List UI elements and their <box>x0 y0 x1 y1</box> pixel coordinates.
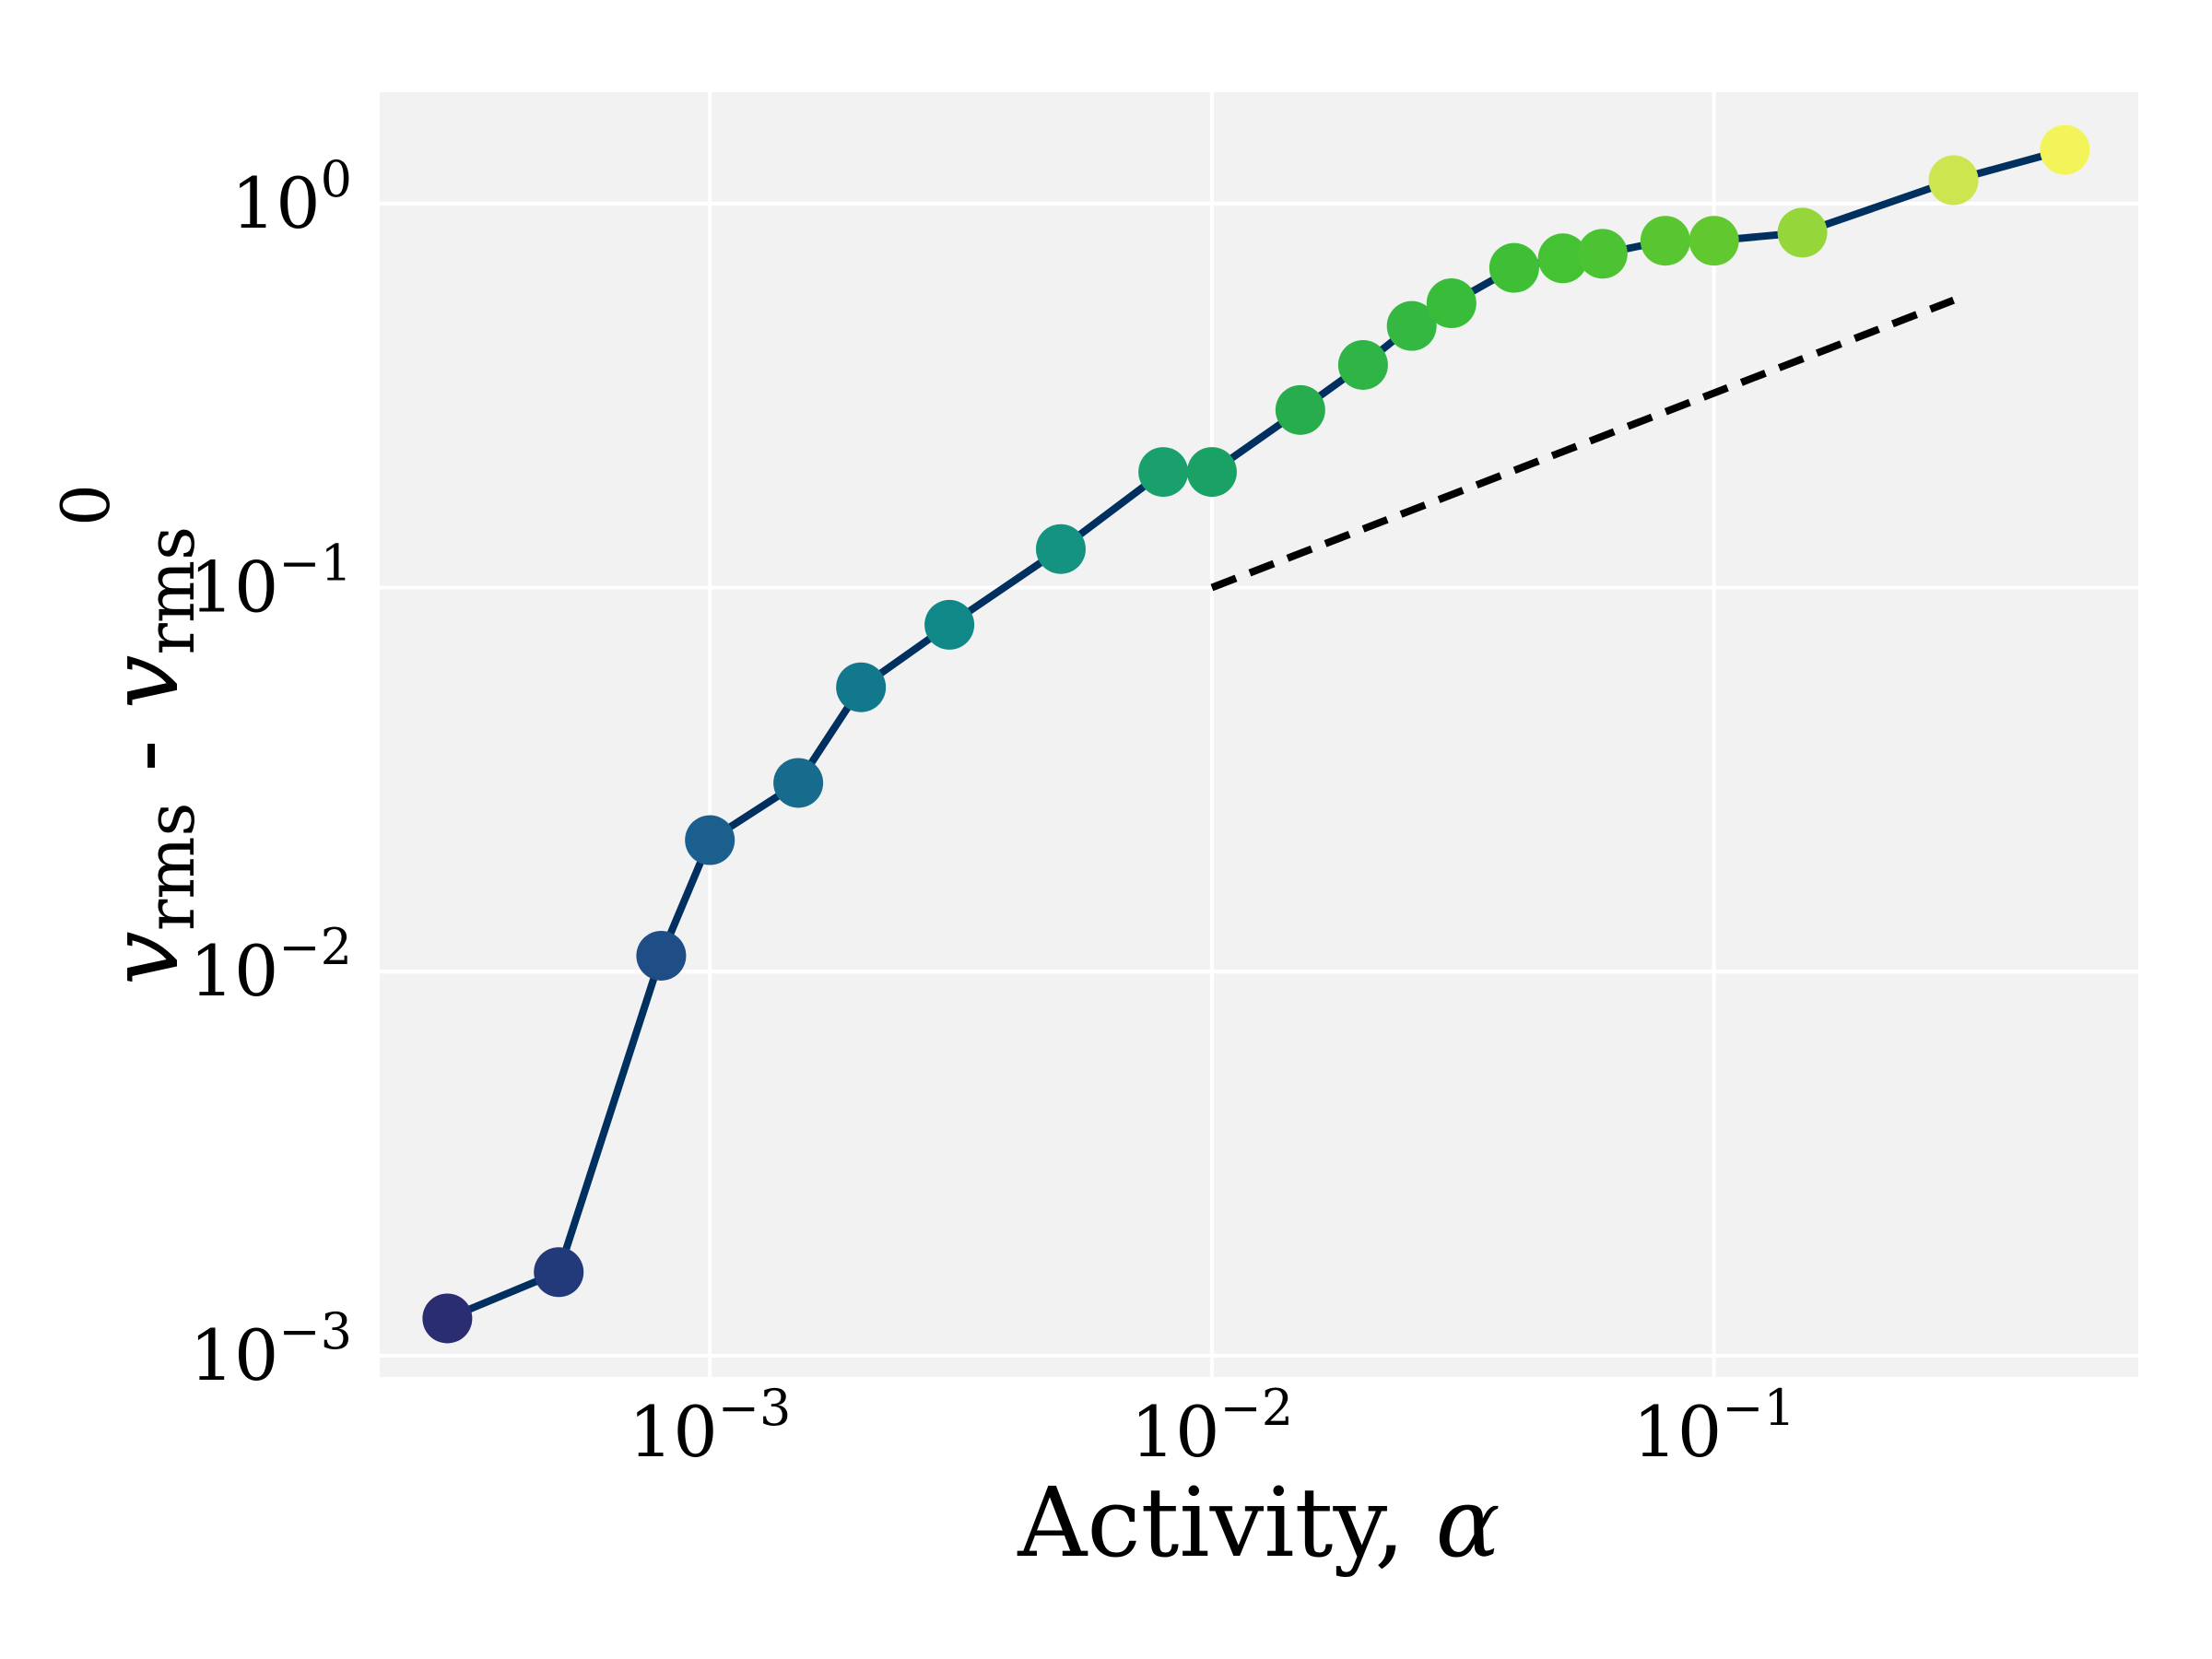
data-point <box>1928 155 1979 206</box>
x-tick-labels: 10−3 10−2 10−1 <box>629 1379 1795 1473</box>
y-label-sub2: rms <box>132 526 209 655</box>
data-point <box>685 815 735 865</box>
data-point <box>534 1247 584 1298</box>
x-tick-label: 10−3 <box>629 1379 791 1473</box>
data-point <box>1275 384 1325 435</box>
data-point <box>1577 229 1628 279</box>
data-point <box>422 1293 473 1344</box>
data-point <box>636 930 687 981</box>
data-point <box>1488 242 1539 293</box>
x-axis-label: Activity, α <box>1017 1466 1500 1579</box>
y-tick-label: 10−3 <box>190 1302 352 1396</box>
x-axis-label-text: Activity, <box>1017 1466 1435 1579</box>
data-point <box>836 662 887 712</box>
y-tick-labels: 10−3 10−2 10−1 100 <box>190 150 352 1396</box>
data-point <box>1138 447 1189 498</box>
y-tick-label: 10−2 <box>190 918 352 1012</box>
y-label-sup2: 0 <box>47 484 124 526</box>
x-tick-label: 10−1 <box>1632 1379 1794 1473</box>
data-point <box>1537 233 1588 284</box>
data-point <box>2040 124 2090 175</box>
y-label-sub: rms <box>132 803 209 932</box>
data-point <box>1337 339 1388 390</box>
y-axis-label: vrms - vrms0 <box>47 484 209 985</box>
reference-dashed-line <box>1210 297 1955 592</box>
reference-line-layer <box>1210 297 1955 592</box>
data-point <box>1640 216 1690 266</box>
data-point <box>773 758 824 808</box>
svg-text:vrms - vrms0: vrms - vrms0 <box>47 484 209 985</box>
y-label-main2: v <box>88 655 200 710</box>
data-point <box>1035 524 1086 574</box>
data-point <box>1777 207 1828 258</box>
x-axis-label-symbol: α <box>1436 1466 1500 1579</box>
y-label-main: v <box>88 931 200 985</box>
data-point <box>1186 447 1237 498</box>
data-point <box>924 599 975 650</box>
series-points-layer <box>422 124 2090 1344</box>
x-tick-label: 10−2 <box>1131 1379 1293 1473</box>
data-point <box>1426 278 1477 329</box>
y-tick-label: 10−1 <box>190 535 352 629</box>
y-label-sep: - <box>88 709 200 802</box>
data-point <box>1688 216 1739 266</box>
y-tick-label: 100 <box>231 150 352 244</box>
data-point <box>1386 300 1437 351</box>
plot-background <box>380 92 2138 1377</box>
